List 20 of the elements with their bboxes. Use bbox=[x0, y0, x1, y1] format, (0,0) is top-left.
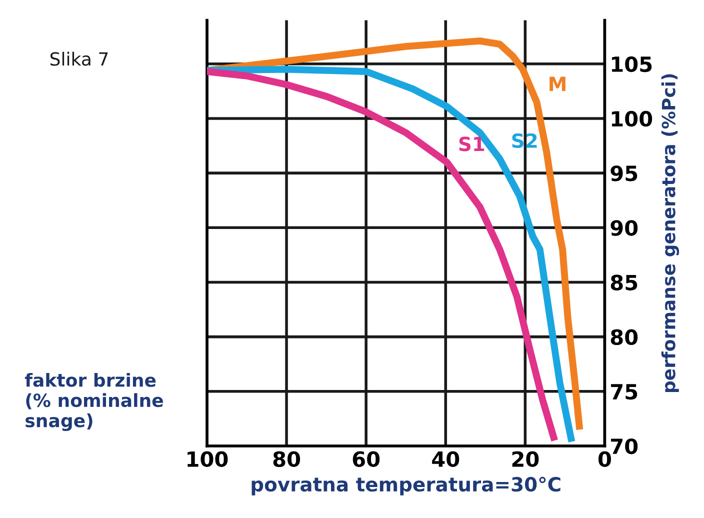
x-tick-label: 100 bbox=[188, 451, 228, 467]
series-label: M bbox=[550, 76, 566, 91]
x-tick-label: 80 bbox=[273, 451, 300, 467]
text: Slika 7 bbox=[50, 52, 108, 66]
y-tick-label: 90 bbox=[610, 220, 638, 236]
y-tick-label: 70 bbox=[610, 438, 638, 454]
series-label: S1 bbox=[459, 136, 484, 152]
text: faktor brzine (% nominalne snage) bbox=[24, 372, 163, 432]
x-tick-label: 60 bbox=[352, 451, 380, 467]
y-tick-label: 95 bbox=[610, 166, 638, 182]
y-tick-label: 80 bbox=[610, 329, 638, 346]
y-tick-label: 75 bbox=[610, 384, 638, 400]
y-tick-label: 100 bbox=[612, 110, 652, 127]
x-tick-label: 0 bbox=[598, 451, 611, 467]
x-axis-title: povratna temperatura=30°C bbox=[252, 476, 560, 496]
y-tick-label: 105 bbox=[612, 56, 652, 72]
y-tick-label: 85 bbox=[610, 274, 638, 290]
x-tick-label: 40 bbox=[432, 451, 460, 467]
x-tick-label: 20 bbox=[512, 451, 539, 467]
y-axis-title: performanse generatora (%Pci) bbox=[661, 74, 680, 392]
